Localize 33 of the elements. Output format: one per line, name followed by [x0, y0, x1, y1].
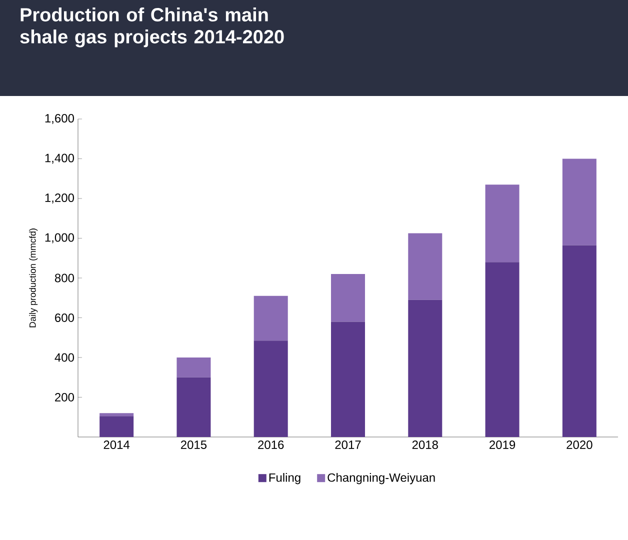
chart-title: Production of China's main shale gas projects 2014-2020 — [20, 8, 284, 48]
bar — [485, 262, 520, 437]
x-tick-label: 2015 — [180, 440, 207, 450]
bar — [100, 413, 134, 416]
y-tick-label: 400 — [54, 353, 74, 362]
y-tick-label: 600 — [55, 314, 74, 322]
y-tick-label: 800 — [54, 274, 74, 282]
legend-label: Fuling — [269, 473, 300, 484]
y-tick-label: 1,200 — [45, 194, 74, 204]
y-axis-title: Daily production (mmcfd) — [29, 228, 38, 328]
bar — [331, 274, 365, 322]
x-tick-label: 2017 — [335, 440, 361, 450]
bar — [254, 340, 288, 437]
x-tick-label: 2018 — [412, 440, 438, 450]
x-tick-label: 2019 — [490, 440, 516, 450]
y-tick-label: 1,400 — [45, 154, 74, 164]
bar — [485, 184, 520, 262]
legend-label: Changning-Weiyuan — [328, 473, 435, 484]
y-tick-label: 1,600 — [45, 114, 74, 124]
bar — [176, 377, 211, 437]
bar — [254, 296, 288, 341]
bar — [562, 158, 596, 246]
bar — [408, 233, 442, 300]
y-tick-label: 200 — [55, 393, 74, 402]
y-tick-label: 1,000 — [45, 233, 74, 244]
bar — [331, 322, 365, 437]
bar — [562, 245, 596, 437]
bar — [176, 357, 211, 378]
bar — [100, 416, 134, 437]
bar — [408, 300, 442, 437]
x-tick-label: 2016 — [258, 440, 284, 450]
x-tick-label: 2020 — [566, 440, 592, 450]
x-tick-label: 2014 — [104, 440, 130, 450]
